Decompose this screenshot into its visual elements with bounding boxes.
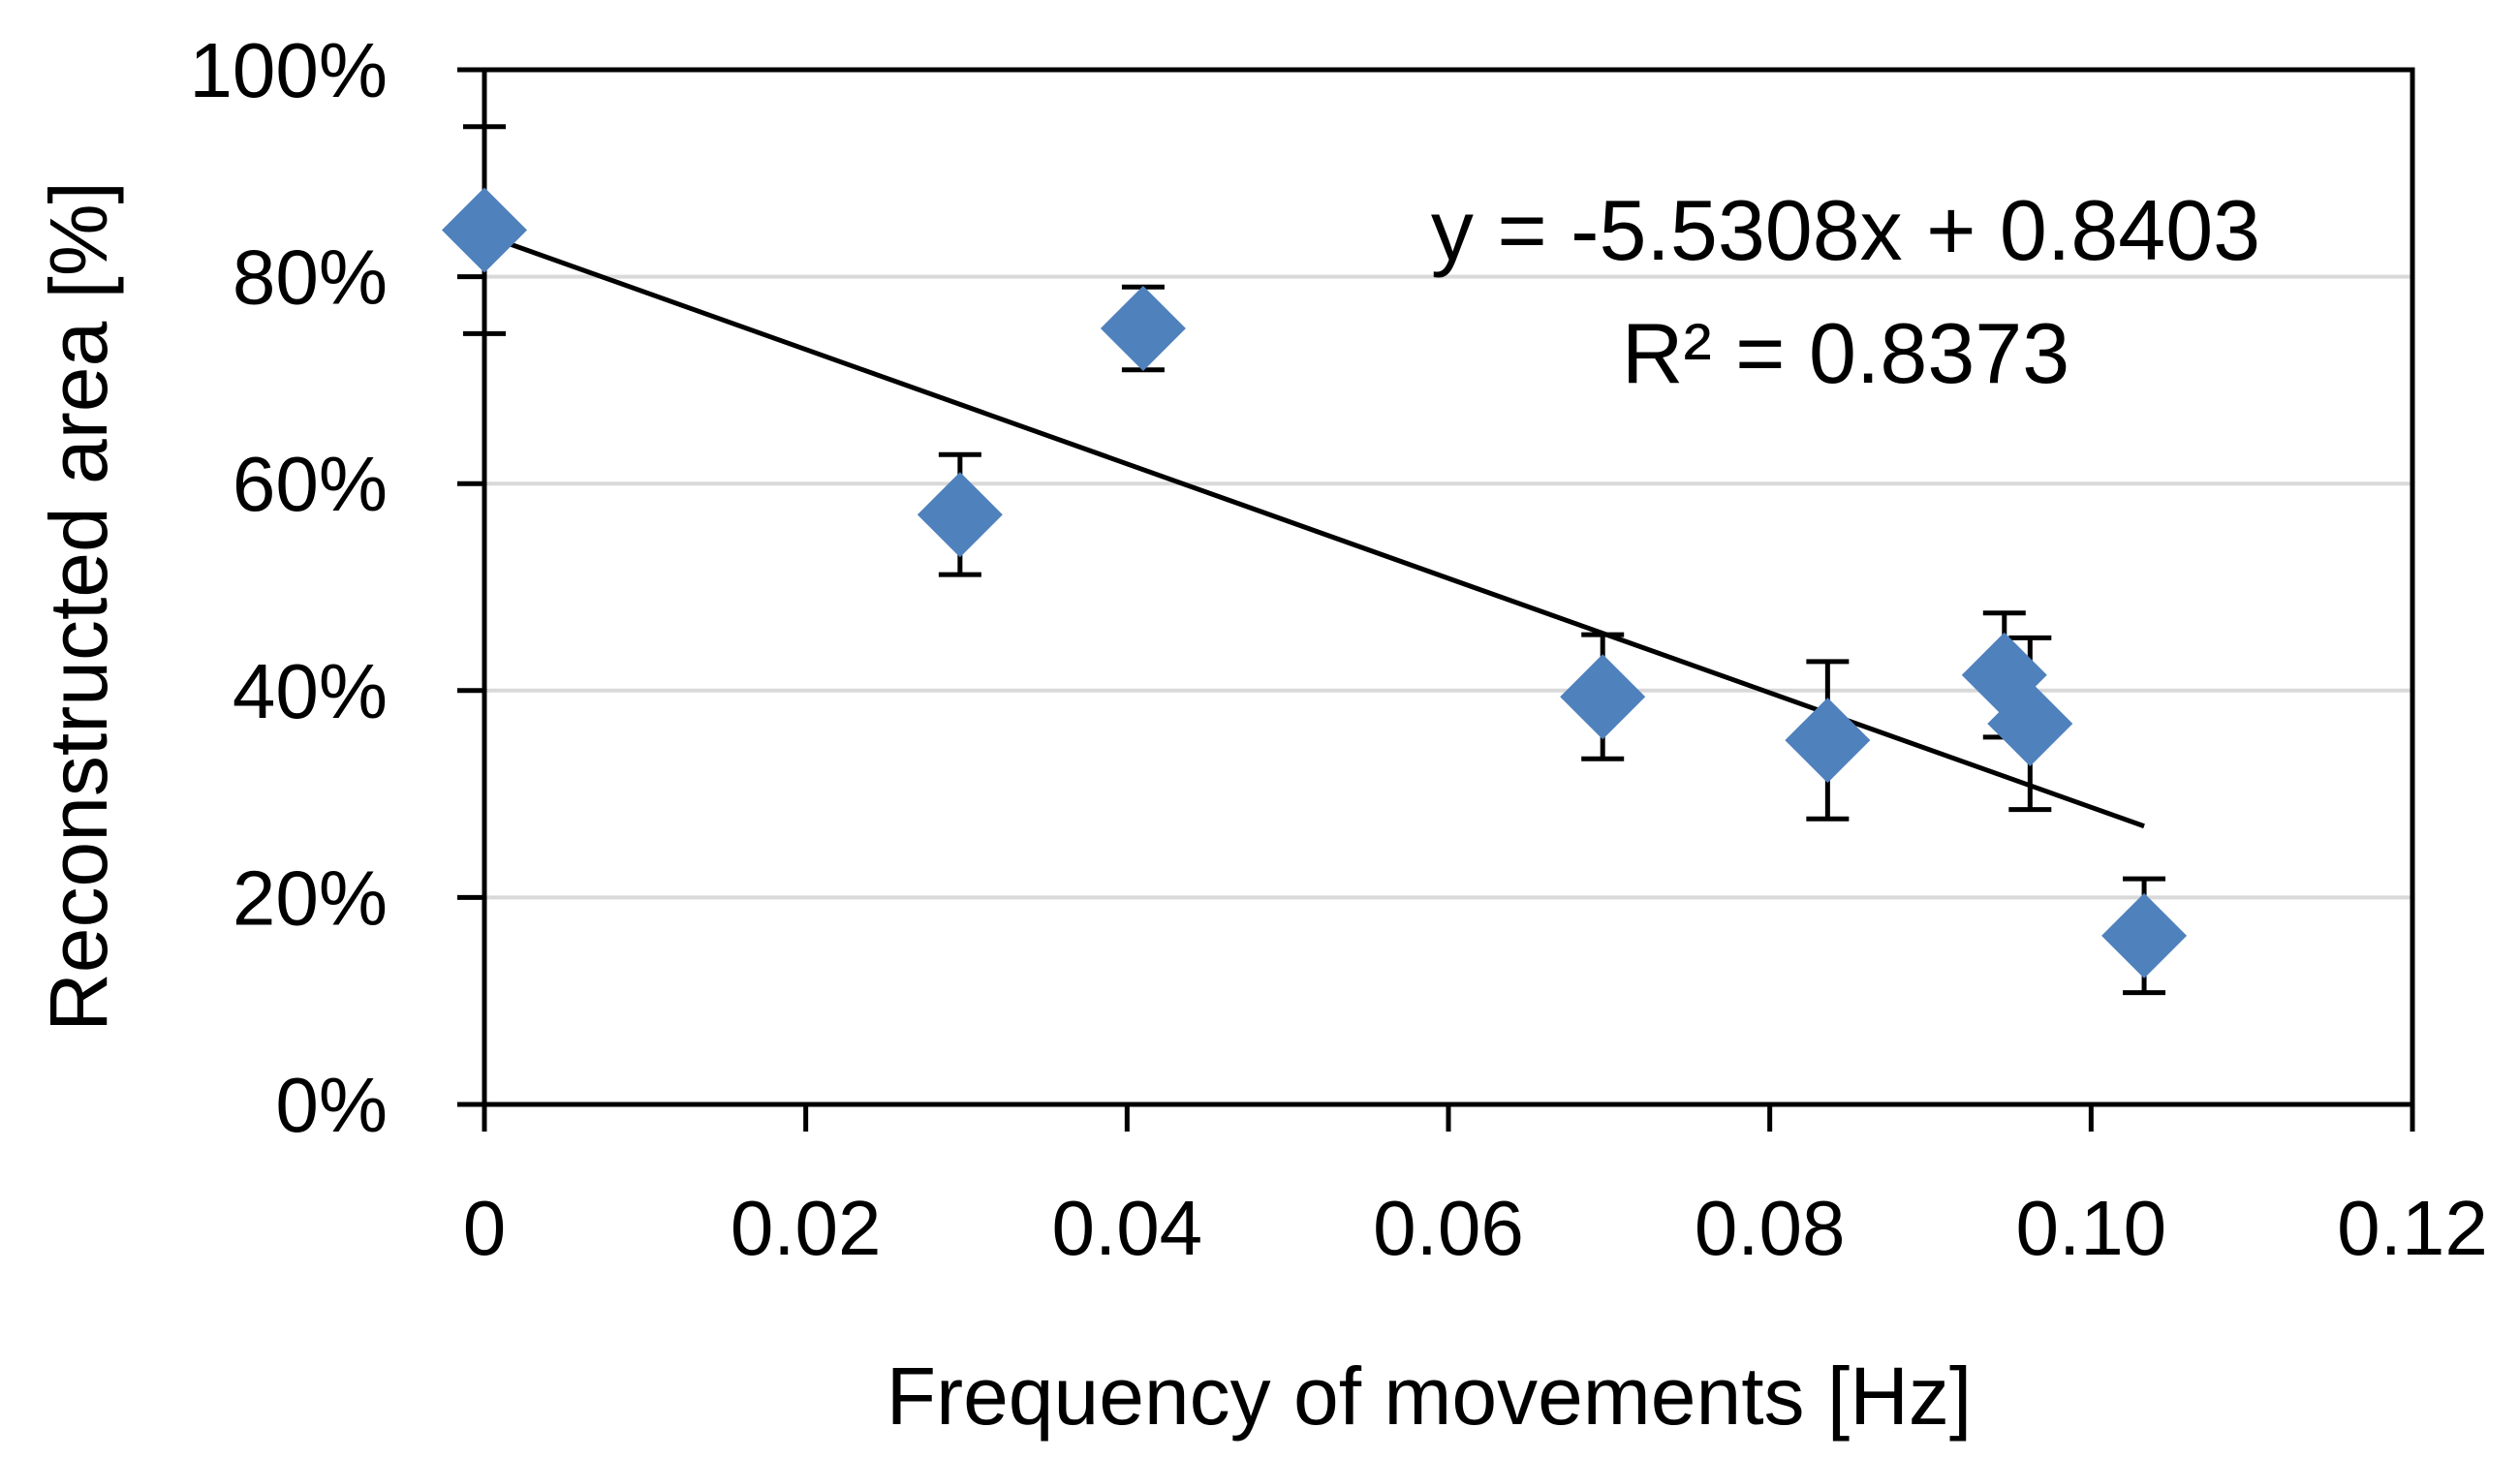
y-tick-label-3: 60% — [233, 441, 388, 527]
r-squared-label: R² = 0.8373 — [1622, 305, 2069, 401]
data-point-6 — [1987, 680, 2073, 766]
x-tick-label-0: 0 — [463, 1185, 507, 1271]
axis-ticks — [457, 67, 2415, 1132]
data-point-0 — [442, 187, 527, 273]
x-tick-label-1: 0.02 — [731, 1185, 882, 1271]
trendline-equation: y = -5.5308x + 0.8403 — [1431, 182, 2260, 278]
x-tick-label-5: 0.10 — [2015, 1185, 2166, 1271]
data-point-1 — [917, 472, 1003, 558]
x-tick-label-6: 0.12 — [2337, 1185, 2488, 1271]
tick-labels: 0% 20% 40% 60% 80% 100% 0 0.02 0.04 0.06 0.08 0.10 0… — [189, 27, 2487, 1271]
x-tick-label-4: 0.08 — [1695, 1185, 1846, 1271]
trendline — [483, 233, 2145, 829]
y-tick-label-0: 0% — [275, 1062, 388, 1148]
x-tick-label-2: 0.04 — [1051, 1185, 1202, 1271]
y-tick-label-4: 80% — [233, 234, 388, 321]
data-points — [442, 187, 2188, 978]
y-tick-label-1: 20% — [233, 854, 388, 941]
data-point-2 — [1100, 286, 1186, 371]
y-tick-label-2: 40% — [233, 648, 388, 734]
data-point-4 — [1785, 698, 1871, 784]
x-tick-label-3: 0.06 — [1373, 1185, 1524, 1271]
trendline-group — [483, 233, 2145, 829]
gridlines — [484, 274, 2412, 900]
data-point-3 — [1560, 654, 1646, 740]
y-axis-title: Reconstructed area [%] — [33, 181, 124, 1032]
y-tick-label-5: 100% — [189, 27, 388, 113]
x-axis-title: Frequency of movements [Hz] — [887, 1350, 1972, 1442]
data-point-7 — [2101, 892, 2188, 978]
